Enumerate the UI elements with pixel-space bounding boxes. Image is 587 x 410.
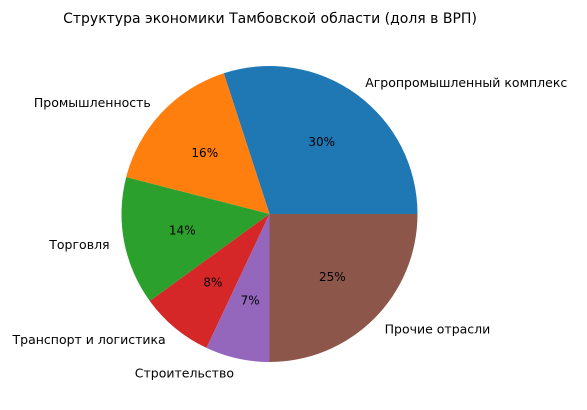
slice-percent-label: 14% (169, 224, 196, 238)
slice-category-label: Прочие отрасли (385, 322, 491, 337)
percent-labels: 30% 16% 14% 8% 7% 25% (169, 135, 346, 308)
pie-slice-1 (223, 66, 418, 214)
pie-slice-2 (126, 73, 270, 214)
slice-percent-label: 7% (241, 294, 260, 308)
slice-category-label: Транспорт и логистика (12, 332, 166, 347)
slice-percent-label: 8% (203, 275, 222, 289)
slice-category-label: Промышленность (34, 95, 151, 110)
pie-slice-6 (269, 214, 418, 362)
chart-title: Структура экономики Тамбовской области (… (63, 11, 477, 27)
slice-percent-label: 30% (308, 135, 335, 149)
slice-category-label: Торговля (48, 237, 109, 252)
pie-slices (121, 66, 418, 362)
slice-percent-label: 25% (319, 270, 346, 284)
category-labels: Агропромышленный комплекс Промышленность Т… (12, 75, 568, 381)
slice-percent-label: 16% (191, 146, 218, 160)
slice-category-label: Агропромышленный комплекс (365, 75, 567, 90)
pie-slice-5 (206, 214, 270, 362)
pie-slice-3 (121, 177, 270, 301)
pie-slice-4 (149, 214, 270, 348)
slice-category-label: Строительство (135, 365, 234, 380)
